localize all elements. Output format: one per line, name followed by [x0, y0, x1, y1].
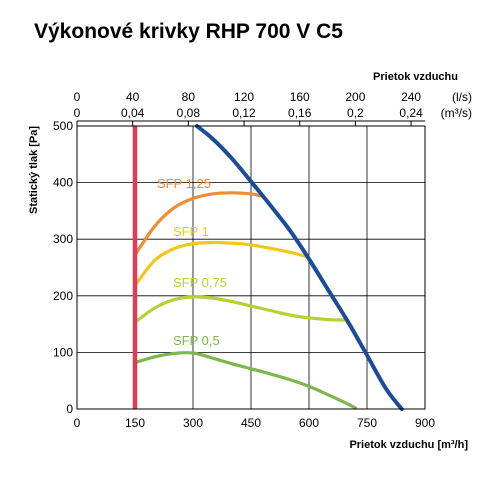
curve-sfp-1	[133, 240, 307, 288]
top-tick-label-ls: 80	[182, 90, 196, 104]
y-tick-label: 500	[53, 119, 73, 133]
top-tick-label-ls: 240	[401, 90, 421, 104]
series-label: SFP 1	[173, 224, 209, 239]
plot-frame	[76, 125, 426, 410]
top-axis-unit-m3s: (m³/s)	[441, 106, 472, 120]
x-tick-label: 900	[415, 416, 435, 430]
ticks: 0 150 300 450 600 750 900010020030040050000400…	[53, 90, 435, 430]
top-axis-unit-ls: (l/s)	[452, 90, 472, 104]
top-tick-label-m3s: 0,08	[177, 106, 201, 120]
top-tick-label-ls: 160	[290, 90, 310, 104]
x-tick-label: 450	[241, 416, 261, 430]
curve-sfp-0-5	[133, 351, 357, 410]
y-tick-label: 300	[53, 232, 73, 246]
top-tick-label-m3s: 0	[74, 106, 81, 120]
y-tick-label: 100	[53, 345, 73, 359]
x-tick-label: 150	[125, 416, 145, 430]
y-tick-label: 400	[53, 176, 73, 190]
top-tick-label-m3s: 0,04	[121, 106, 145, 120]
curves	[133, 124, 404, 411]
y-axis-label: Statický tlak [Pa]	[28, 126, 40, 214]
top-axis-label: Prietok vzduchu	[373, 71, 458, 83]
curve-sfp-1-25	[133, 191, 265, 257]
x-tick-label: 600	[299, 416, 319, 430]
x-tick-label: 300	[183, 416, 203, 430]
curve-sfp-0-75	[133, 295, 350, 324]
x-tick-label: 750	[357, 416, 377, 430]
series-label: SFP 0,75	[173, 275, 227, 290]
y-tick-label: 200	[53, 289, 73, 303]
top-tick-label-m3s: 0,12	[232, 106, 256, 120]
chart-title: Výkonové krivky RHP 700 V C5	[34, 20, 343, 43]
system-curve	[194, 124, 404, 411]
top-tick-label-ls: 200	[345, 90, 365, 104]
top-tick-label-m3s: 0,16	[288, 106, 312, 120]
top-tick-label-m3s: 0,24	[399, 106, 423, 120]
top-tick-label-ls: 40	[126, 90, 140, 104]
y-tick-label: 0	[66, 402, 73, 416]
labels: SFP 1,25 SFP 1 SFP 0,75 SFP 0,5	[157, 176, 227, 348]
top-tick-label-m3s: 0,2	[347, 106, 364, 120]
series-label: SFP 1,25	[157, 176, 211, 191]
top-tick-label-ls: 120	[234, 90, 254, 104]
x-axis-label: Prietok vzduchu [m³/h]	[349, 439, 468, 451]
x-tick-label: 0	[74, 416, 81, 430]
series-label: SFP 0,5	[173, 333, 220, 348]
top-tick-label-ls: 0	[74, 90, 81, 104]
